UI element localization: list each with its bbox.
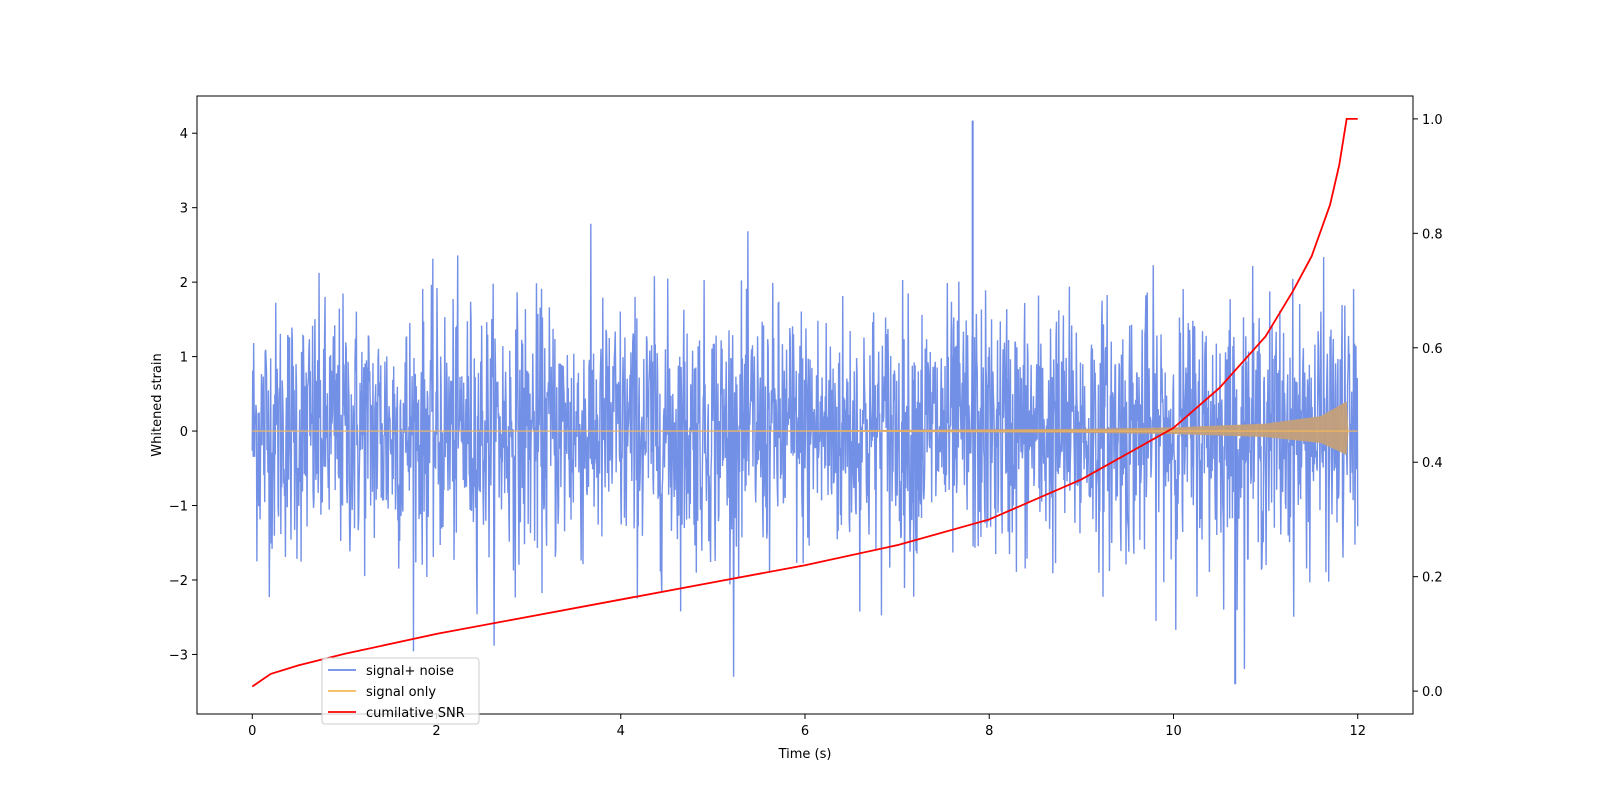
x-tick-label: 0: [248, 724, 256, 739]
legend-label: signal+ noise: [366, 664, 454, 679]
legend-label: cumilative SNR: [366, 706, 465, 721]
y-axis-label: Whitened strain: [150, 353, 165, 456]
legend-label: signal only: [366, 685, 436, 700]
y2-tick-label: 0.0: [1422, 685, 1443, 700]
y2-tick-label: 1.0: [1422, 113, 1443, 128]
x-tick-label: 6: [801, 724, 809, 739]
y-axis-right: 0.0 0.2 0.4 0.6 0.8 1.0: [1413, 113, 1443, 700]
x-tick-label: 4: [617, 724, 625, 739]
x-axis: 0 2 4 6 8 10 12: [248, 714, 1366, 739]
signal-noise-line: [251, 223, 1359, 677]
signal-noise-series: [251, 120, 1359, 685]
y2-tick-label: 0.2: [1422, 571, 1443, 586]
y-tick-label: 3: [180, 202, 188, 217]
legend-box: [321, 657, 480, 725]
cumulative-snr-series: [251, 117, 1358, 688]
y-tick-label: −2: [169, 574, 188, 589]
y-axis-left: −3 −2 −1 0 1 2 3 4: [169, 127, 197, 663]
x-tick-label: 8: [985, 724, 993, 739]
cumulative-snr-line: [251, 117, 1358, 688]
y-tick-label: 1: [180, 351, 188, 366]
x-tick-label: 12: [1349, 724, 1366, 739]
y2-tick-label: 0.6: [1422, 342, 1443, 357]
y-tick-label: 0: [180, 425, 188, 440]
x-tick-label: 2: [432, 724, 440, 739]
signal-only-series: [252, 401, 1358, 455]
y-tick-label: −3: [169, 648, 188, 663]
y2-tick-label: 0.8: [1422, 227, 1443, 242]
y-tick-label: −1: [169, 500, 188, 515]
legend: signal+ noise signal only cumilative SNR: [321, 657, 480, 725]
x-tick-label: 10: [1165, 724, 1182, 739]
y2-tick-label: 0.4: [1422, 456, 1443, 471]
signal-only-envelope: [252, 401, 1358, 455]
x-axis-label: Time (s): [778, 747, 832, 762]
y-tick-label: 4: [180, 127, 188, 142]
y-tick-label: 2: [180, 276, 188, 291]
